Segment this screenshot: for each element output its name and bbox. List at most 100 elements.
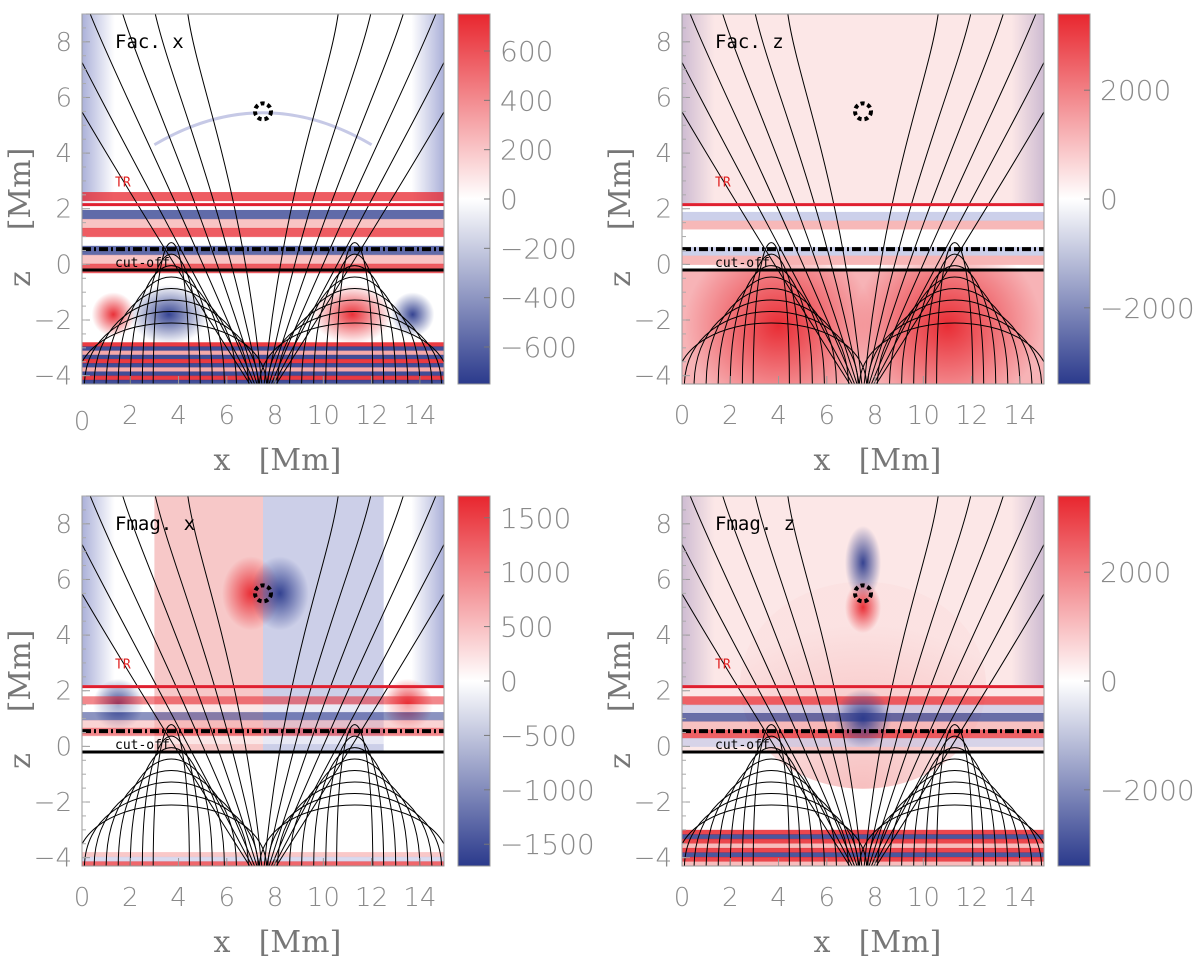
field-line-loop: [313, 747, 397, 866]
field-line-loop: [877, 299, 1033, 384]
cutoff-label: cut-off: [115, 256, 170, 271]
field-line-open: [866, 14, 972, 384]
x-tick-label: 6: [819, 401, 836, 431]
field-blob: [844, 581, 882, 634]
y-tick-label: 8: [55, 510, 72, 540]
plot-frame: [681, 13, 1045, 385]
field-line-open: [875, 110, 1044, 384]
y-tick-label: 2: [55, 677, 72, 707]
panel-fac-z: TR cut-off 0 2 4 6 8 10 12 14 −4 −2 0 2 4 6 8 x [Mm] z [Mm]…: [603, 13, 1195, 478]
y-tick-label: 2: [655, 677, 672, 707]
field-line-loop: [867, 310, 1042, 384]
field-arc: [153, 111, 373, 147]
tr-label: TR: [115, 658, 131, 673]
field-line-open: [82, 61, 253, 384]
colorbar-tick-label: 0: [500, 183, 518, 216]
y-tick-label: 6: [55, 83, 72, 113]
y-tick-label: −4: [34, 362, 72, 392]
y-tick-label: 6: [55, 565, 72, 595]
field-band: [682, 238, 1044, 248]
field-line-open: [122, 14, 258, 384]
y-tick-label: 8: [655, 28, 672, 58]
y-axis-unit: [Mm]: [603, 630, 638, 713]
field-line-open: [82, 543, 253, 866]
x-tick-label: 2: [722, 883, 739, 913]
y-tick-label: −4: [634, 844, 672, 874]
field-band: [682, 852, 1044, 858]
y-tick-label: 4: [55, 139, 72, 169]
colorbar-tick-label: 2000: [1100, 74, 1171, 107]
colorbar-tick-label: 600: [500, 35, 553, 68]
field-line-open: [787, 14, 863, 384]
field-band: [82, 704, 444, 713]
field-edge-right: [411, 14, 444, 204]
field-band: [682, 246, 1044, 257]
field-line-loop: [84, 310, 259, 384]
x-tick-label: 14: [1003, 883, 1036, 913]
x-axis-unit: [Mm]: [259, 925, 342, 960]
marker-circle: [853, 101, 873, 122]
y-tick-label: 6: [655, 565, 672, 595]
field-line-loop: [877, 781, 1033, 866]
field-line-open: [275, 592, 444, 866]
y-tick-label: 4: [55, 621, 72, 651]
field-edge-right: [411, 496, 444, 686]
field-band: [82, 735, 444, 745]
y-tick-label: −2: [34, 788, 72, 818]
y-axis-unit: [Mm]: [603, 148, 638, 231]
colorbar-tick-label: −400: [500, 282, 577, 315]
field-band: [682, 829, 1044, 835]
y-tick-label: −4: [634, 362, 672, 392]
x-tick-label: 0: [74, 407, 91, 437]
field-line-open: [787, 496, 863, 866]
cutoff-label: cut-off: [115, 738, 170, 753]
field-line-loop: [752, 724, 790, 866]
tr-label: TR: [715, 176, 731, 191]
field-band: [682, 220, 1044, 230]
field-line-loop: [682, 804, 867, 866]
field-line-open: [682, 592, 851, 866]
x-tick-label: 8: [867, 401, 884, 431]
field-line-open: [266, 14, 372, 384]
y-tick-label: 8: [655, 510, 672, 540]
x-tick-label: 8: [867, 883, 884, 913]
y-tick-label: 4: [655, 621, 672, 651]
colorbar-tick-label: 0: [1100, 665, 1118, 698]
field-line-open: [866, 496, 972, 866]
x-tick-label: 10: [907, 401, 940, 431]
field-line-open: [682, 543, 853, 866]
panel-title: Fac. x: [115, 31, 184, 53]
tr-label: TR: [715, 658, 731, 673]
y-tick-label: 6: [655, 83, 672, 113]
field-line-loop: [336, 724, 374, 866]
field-line-open: [689, 496, 856, 866]
y-tick-label: −2: [634, 306, 672, 336]
field-line-open: [868, 14, 1004, 384]
field-line-loop: [152, 724, 190, 866]
field-line-open: [754, 496, 860, 866]
x-axis-unit: [Mm]: [259, 443, 342, 478]
y-axis-label: z: [603, 753, 638, 769]
colorbar-tick-label: 2000: [1100, 556, 1171, 589]
field-band: [682, 856, 1044, 862]
y-axis-label: z: [3, 753, 38, 769]
marker-circle: [853, 583, 873, 604]
y-tick-label: 4: [655, 139, 672, 169]
plot-frame: [81, 495, 445, 867]
field-line-loop: [693, 781, 849, 866]
colorbar-tick-label: 500: [500, 611, 553, 644]
field-line-loop: [936, 724, 974, 866]
y-tick-label: −2: [634, 788, 672, 818]
field-band: [682, 847, 1044, 853]
field-line-open: [154, 496, 260, 866]
y-tick-label: −2: [34, 306, 72, 336]
x-tick-label: 0: [674, 401, 691, 431]
x-tick-label: 2: [122, 401, 139, 431]
field-line-open: [873, 61, 1044, 384]
field-line-loop: [684, 310, 859, 384]
field-line-open: [82, 592, 251, 866]
y-axis-label: z: [3, 271, 38, 287]
field-line-open: [187, 14, 263, 384]
field-line-open: [268, 496, 404, 866]
field-band: [682, 203, 1044, 213]
